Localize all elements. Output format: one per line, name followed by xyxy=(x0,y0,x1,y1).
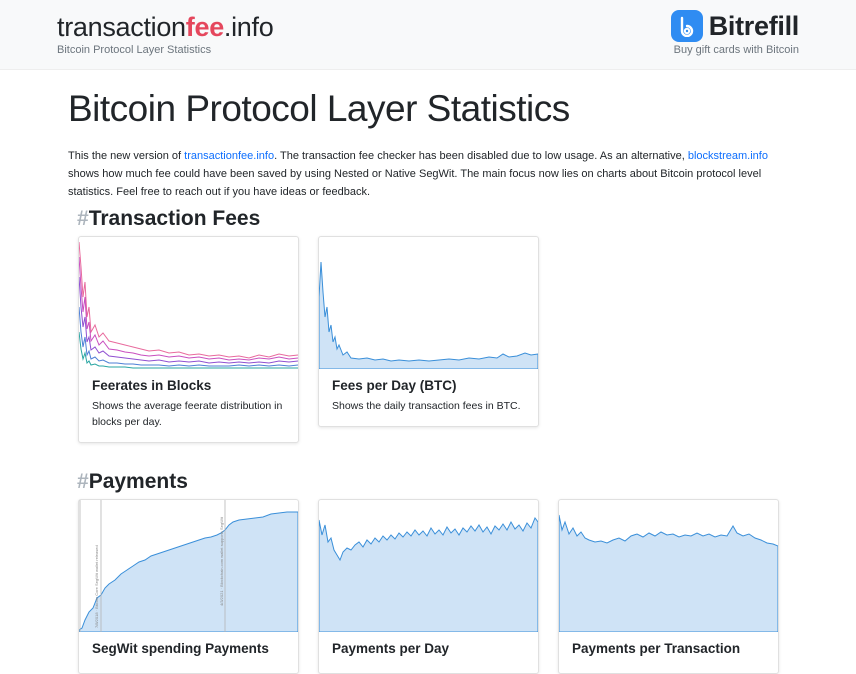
card-feerates-in-blocks[interactable]: Feerates in Blocks Shows the average fee… xyxy=(78,236,299,443)
payments-per-tx-area xyxy=(559,514,778,632)
feerate-line-high xyxy=(79,241,298,359)
card-title: Feerates in Blocks xyxy=(92,378,212,393)
card-title: Fees per Day (BTC) xyxy=(332,378,457,393)
intro-text-1: This the new version of xyxy=(68,150,185,162)
main-content: Bitcoin Protocol Layer Statistics This t… xyxy=(68,82,788,201)
chart-annotation-1: 7/8/2018 · Bitcoin Core SegWit wallet re… xyxy=(94,545,99,628)
card-title: SegWit spending Payments xyxy=(92,641,269,656)
card-payments-per-day[interactable]: Payments per Day xyxy=(318,499,539,674)
bitrefill-logo-icon xyxy=(670,10,703,42)
intro-text-2: . The transaction fee checker has been d… xyxy=(274,150,688,162)
payments-per-transaction-chart-thumbnail xyxy=(559,514,778,632)
payments-area xyxy=(319,516,538,632)
card-title: Payments per Day xyxy=(332,641,450,656)
feerate-line-min xyxy=(79,331,298,369)
sponsor-banner[interactable]: Bitrefill Buy gift cards with Bitcoin xyxy=(670,10,800,56)
section-payments-heading: #Payments xyxy=(77,469,188,495)
segwit-chart-thumbnail: 7/8/2018 · Bitcoin Core SegWit wallet re… xyxy=(79,500,298,632)
card-title: Payments per Transaction xyxy=(572,641,741,656)
card-payments-per-transaction[interactable]: Payments per Transaction xyxy=(558,499,779,674)
site-brand[interactable]: transactionfee.info Bitcoin Protocol Lay… xyxy=(57,11,274,56)
card-segwit-spending-payments[interactable]: 7/8/2018 · Bitcoin Core SegWit wallet re… xyxy=(78,499,299,674)
page-title: Bitcoin Protocol Layer Statistics xyxy=(68,88,570,129)
segwit-area xyxy=(79,511,298,632)
transactionfee-link[interactable]: transactionfee.info xyxy=(184,150,275,162)
brand-prefix: transaction xyxy=(57,12,186,42)
feerate-line-mid-high xyxy=(79,256,298,361)
card-description: Shows the daily transaction fees in BTC. xyxy=(332,400,521,412)
fees-per-day-chart-thumbnail xyxy=(319,261,538,369)
chart-annotation-2: 4/3/2021 · Blockchain.com wallet support… xyxy=(219,516,224,606)
anchor-hash-icon[interactable]: # xyxy=(77,207,89,230)
intro-text-3: shows how much fee could have been saved… xyxy=(68,168,762,198)
site-subtitle: Bitcoin Protocol Layer Statistics xyxy=(57,44,212,56)
section-title: Transaction Fees xyxy=(88,207,261,230)
feerate-line-mid xyxy=(79,276,298,364)
feerate-line-low xyxy=(79,306,298,367)
sponsor-tagline: Buy gift cards with Bitcoin xyxy=(673,44,799,56)
site-logo[interactable]: transactionfee.info xyxy=(57,11,274,43)
blockstream-link[interactable]: blockstream.info xyxy=(687,150,768,162)
brand-accent: fee xyxy=(185,12,224,42)
anchor-hash-icon[interactable]: # xyxy=(77,470,89,493)
fees-area xyxy=(319,261,538,369)
feerates-chart-thumbnail xyxy=(79,241,298,369)
sponsor-name: Bitrefill xyxy=(708,11,800,41)
card-fees-per-day[interactable]: Fees per Day (BTC) Shows the daily trans… xyxy=(318,236,539,427)
intro-paragraph: This the new version of transactionfee.i… xyxy=(68,147,788,201)
card-description: Shows the average feerate distribution i… xyxy=(92,400,283,428)
payments-per-day-chart-thumbnail xyxy=(319,516,538,632)
brand-suffix: .info xyxy=(223,12,274,42)
top-bar: transactionfee.info Bitcoin Protocol Lay… xyxy=(0,0,856,70)
section-transaction-fees-heading: #Transaction Fees xyxy=(77,206,260,232)
section-title: Payments xyxy=(88,470,188,493)
